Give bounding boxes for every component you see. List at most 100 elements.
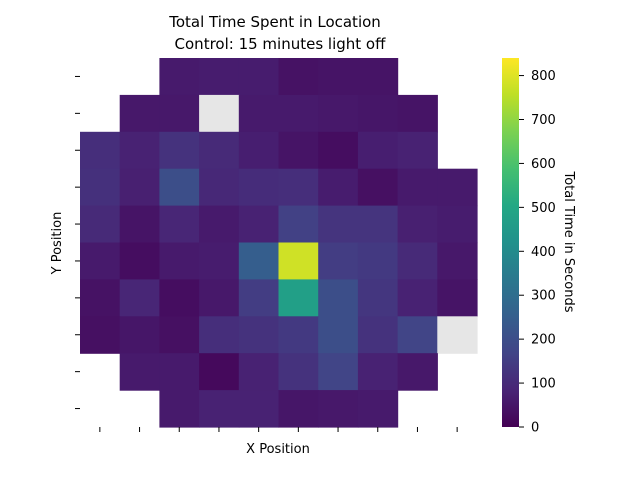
heatmap-cell	[278, 168, 319, 207]
heatmap-cell	[238, 168, 280, 207]
heatmap-cell	[357, 205, 399, 244]
heatmap-cell	[397, 94, 438, 133]
colorbar-tick-label: 300	[531, 289, 556, 304]
heatmap-cell	[437, 279, 478, 317]
heatmap-cell	[437, 316, 478, 354]
heatmap-cell	[238, 58, 280, 96]
heatmap-cell	[397, 316, 438, 354]
heatmap-cell	[238, 353, 280, 391]
heatmap-cell	[159, 242, 200, 280]
x-axis-ticks	[99, 427, 458, 432]
heatmap-cell	[80, 316, 121, 354]
heatmap-cell	[159, 131, 200, 170]
heatmap-cell	[397, 242, 438, 280]
colorbar	[502, 58, 519, 427]
heatmap-cell	[357, 58, 399, 96]
heatmap-cell	[238, 131, 280, 170]
heatmap-cell	[238, 94, 280, 133]
heatmap-cell	[199, 205, 240, 244]
heatmap-cell	[318, 390, 359, 428]
heatmap-cell	[357, 353, 399, 391]
heatmap-cell	[278, 353, 319, 391]
chart-title: Total Time Spent in Location	[168, 13, 381, 31]
colorbar-tick-label: 400	[531, 245, 556, 260]
heatmap-cell	[159, 390, 200, 428]
heatmap-cell	[437, 205, 478, 244]
heatmap-cell	[199, 58, 240, 96]
heatmap-cell	[357, 168, 399, 207]
heatmap-cell	[119, 168, 160, 207]
heatmap-cell	[80, 131, 121, 170]
heatmap-cell	[199, 390, 240, 428]
heatmap-cell	[278, 94, 319, 133]
heatmap-cell	[357, 242, 399, 280]
heatmap-cell	[238, 390, 280, 428]
heatmap-cell	[318, 316, 359, 354]
heatmap-cell	[199, 279, 240, 317]
heatmap-cell	[318, 168, 359, 207]
colorbar-tick-label: 800	[531, 69, 556, 84]
heatmap-cell	[357, 131, 399, 170]
heatmap-cell	[437, 168, 478, 207]
heatmap-cell	[159, 353, 200, 391]
heatmap-cell	[119, 131, 160, 170]
heatmap-cell	[80, 205, 121, 244]
heatmap-cell	[318, 279, 359, 317]
heatmap-cell	[80, 279, 121, 317]
heatmap-cell	[278, 279, 319, 317]
heatmap-cell	[318, 205, 359, 244]
heatmap-cell	[119, 94, 160, 133]
heatmap-cell	[437, 242, 478, 280]
heatmap-cell	[318, 131, 359, 170]
heatmap-cell	[357, 279, 399, 317]
colorbar-tick-label: 500	[531, 201, 556, 216]
heatmap-cell	[199, 353, 240, 391]
heatmap-cell	[318, 353, 359, 391]
heatmap-cell	[159, 279, 200, 317]
heatmap-cell	[278, 242, 319, 280]
heatmap-cell	[397, 168, 438, 207]
heatmap-cell	[357, 94, 399, 133]
colorbar-tick-label: 0	[531, 421, 539, 436]
heatmap-cell	[159, 316, 200, 354]
colorbar-tick-label: 200	[531, 333, 556, 348]
heatmap-cell	[159, 168, 200, 207]
heatmap-cell	[159, 205, 200, 244]
heatmap-cell	[199, 168, 240, 207]
heatmap-cell	[238, 242, 280, 280]
heatmap-cell	[119, 316, 160, 354]
heatmap-cell	[397, 205, 438, 244]
heatmap-cell	[357, 316, 399, 354]
heatmap-cell	[159, 94, 200, 133]
colorbar-label: Total Time in Seconds	[561, 170, 576, 312]
heatmap-cell	[80, 168, 121, 207]
heatmap-cell	[278, 390, 319, 428]
heatmap-cell	[119, 242, 160, 280]
heatmap-cell	[80, 242, 121, 280]
heatmap-cell	[238, 205, 280, 244]
heatmap-cell	[357, 390, 399, 428]
heatmap-cell	[278, 316, 319, 354]
chart-subtitle: Control: 15 minutes light off	[175, 35, 387, 53]
heatmap-cell	[238, 279, 280, 317]
heatmap-cell	[199, 131, 240, 170]
heatmap-cell	[238, 316, 280, 354]
heatmap-cell	[278, 205, 319, 244]
heatmap-cell	[119, 279, 160, 317]
heatmap-cells	[80, 58, 478, 428]
heatmap-cell	[278, 131, 319, 170]
colorbar-ticks: 0 100 200 300 400 500 600 700 800	[519, 69, 556, 436]
heatmap-cell	[318, 94, 359, 133]
heatmap-cell	[318, 58, 359, 96]
heatmap-cell	[199, 242, 240, 280]
colorbar-tick-label: 700	[531, 113, 556, 128]
heatmap-cell	[119, 353, 160, 391]
y-axis-label: Y Position	[50, 212, 65, 276]
colorbar-tick-label: 100	[531, 377, 556, 392]
heatmap-cell	[397, 131, 438, 170]
x-axis-label: X Position	[246, 442, 310, 457]
heatmap-cell	[199, 316, 240, 354]
y-axis-ticks	[75, 75, 80, 410]
heatmap-cell	[397, 353, 438, 391]
